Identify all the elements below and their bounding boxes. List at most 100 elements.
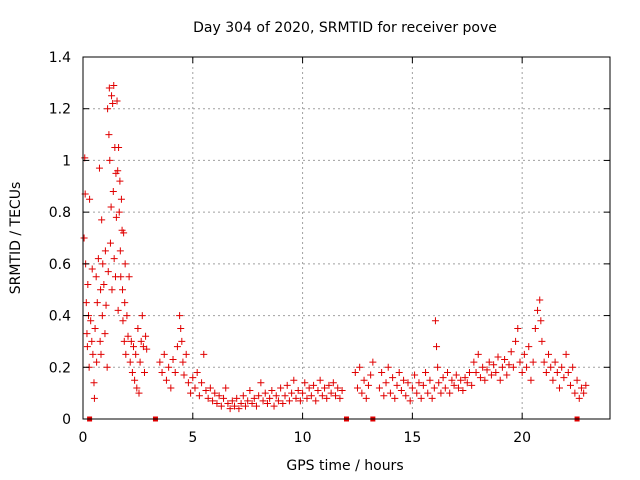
- data-point: [404, 379, 412, 387]
- data-point: [534, 306, 542, 314]
- data-point: [415, 379, 423, 387]
- data-point: [386, 389, 394, 397]
- data-point: [545, 350, 553, 358]
- data-point: [263, 399, 271, 407]
- data-point: [131, 376, 139, 384]
- data-point: [116, 247, 124, 255]
- data-point: [531, 325, 539, 332]
- data-point: [503, 371, 511, 379]
- data-points: [80, 81, 590, 413]
- data-point: [116, 177, 124, 185]
- data-point: [222, 384, 230, 392]
- data-point: [250, 394, 258, 402]
- data-point: [84, 281, 92, 289]
- data-point: [514, 325, 522, 332]
- x-axis-ticks: 0 5 10 15 20: [79, 57, 531, 446]
- data-point: [237, 399, 245, 407]
- data-point: [481, 376, 489, 384]
- data-point: [96, 337, 104, 345]
- data-point: [178, 337, 186, 345]
- data-point: [562, 350, 570, 358]
- data-point: [364, 381, 372, 389]
- data-point: [169, 356, 177, 364]
- data-point: [312, 397, 320, 405]
- data-point: [569, 363, 577, 371]
- data-point: [411, 371, 419, 379]
- x-tick-label: 20: [513, 430, 531, 446]
- data-point: [136, 358, 144, 366]
- data-point: [470, 358, 478, 366]
- data-point: [290, 376, 298, 384]
- data-point: [285, 397, 293, 405]
- data-point: [95, 164, 103, 172]
- data-point: [577, 384, 585, 392]
- data-point: [509, 363, 517, 371]
- y-tick-label: 0: [62, 412, 71, 428]
- data-point: [375, 384, 383, 392]
- data-point: [327, 389, 335, 397]
- data-point: [193, 368, 201, 376]
- data-point: [529, 358, 537, 366]
- data-point: [108, 92, 116, 100]
- data-point: [241, 402, 249, 410]
- data-point: [244, 397, 252, 405]
- data-point: [130, 343, 138, 351]
- data-point: [468, 381, 476, 389]
- data-point: [463, 379, 471, 387]
- data-point: [93, 299, 101, 307]
- data-point: [520, 350, 528, 358]
- data-point: [378, 368, 386, 376]
- data-point: [97, 350, 105, 358]
- data-point: [277, 384, 285, 392]
- data-point: [501, 356, 509, 364]
- data-point: [288, 389, 296, 397]
- data-point: [393, 381, 401, 389]
- data-point: [457, 376, 465, 384]
- data-point: [472, 368, 480, 376]
- data-point: [176, 312, 184, 320]
- data-point: [446, 389, 454, 397]
- data-point: [397, 387, 405, 395]
- x-tick-label: 15: [403, 430, 421, 446]
- data-point: [332, 392, 340, 400]
- data-point: [89, 350, 97, 358]
- data-point: [195, 392, 203, 400]
- data-point: [112, 213, 120, 221]
- data-point: [213, 399, 221, 407]
- data-point: [211, 389, 219, 397]
- data-point: [173, 343, 181, 351]
- data-point: [246, 387, 254, 395]
- data-point: [540, 358, 548, 366]
- data-point: [259, 397, 267, 405]
- data-point: [231, 402, 239, 410]
- data-point: [555, 384, 563, 392]
- data-point: [92, 273, 100, 281]
- data-point: [310, 381, 318, 389]
- data-point: [121, 260, 129, 268]
- data-point: [483, 366, 491, 374]
- data-point: [296, 397, 304, 405]
- data-point: [474, 350, 482, 358]
- data-point: [538, 337, 546, 345]
- data-point: [88, 265, 96, 273]
- data-point: [351, 368, 359, 376]
- data-point: [113, 97, 121, 105]
- data-point: [430, 384, 438, 392]
- data-point: [426, 376, 434, 384]
- data-point: [450, 381, 458, 389]
- data-point: [527, 376, 535, 384]
- data-point: [94, 255, 102, 263]
- y-tick-label: 0.2: [49, 360, 71, 376]
- data-point: [97, 286, 105, 294]
- data-point: [86, 195, 94, 203]
- data-point: [413, 389, 421, 397]
- data-point: [82, 299, 90, 307]
- data-point: [99, 260, 107, 268]
- data-point: [384, 363, 392, 371]
- data-point: [182, 350, 190, 358]
- data-point: [117, 195, 125, 203]
- data-point: [433, 343, 441, 351]
- data-point: [566, 381, 574, 389]
- data-point: [98, 216, 106, 224]
- y-axis-ticks: 0 0.2 0.4 0.6 0.8 1 1.2 1.4: [49, 50, 610, 428]
